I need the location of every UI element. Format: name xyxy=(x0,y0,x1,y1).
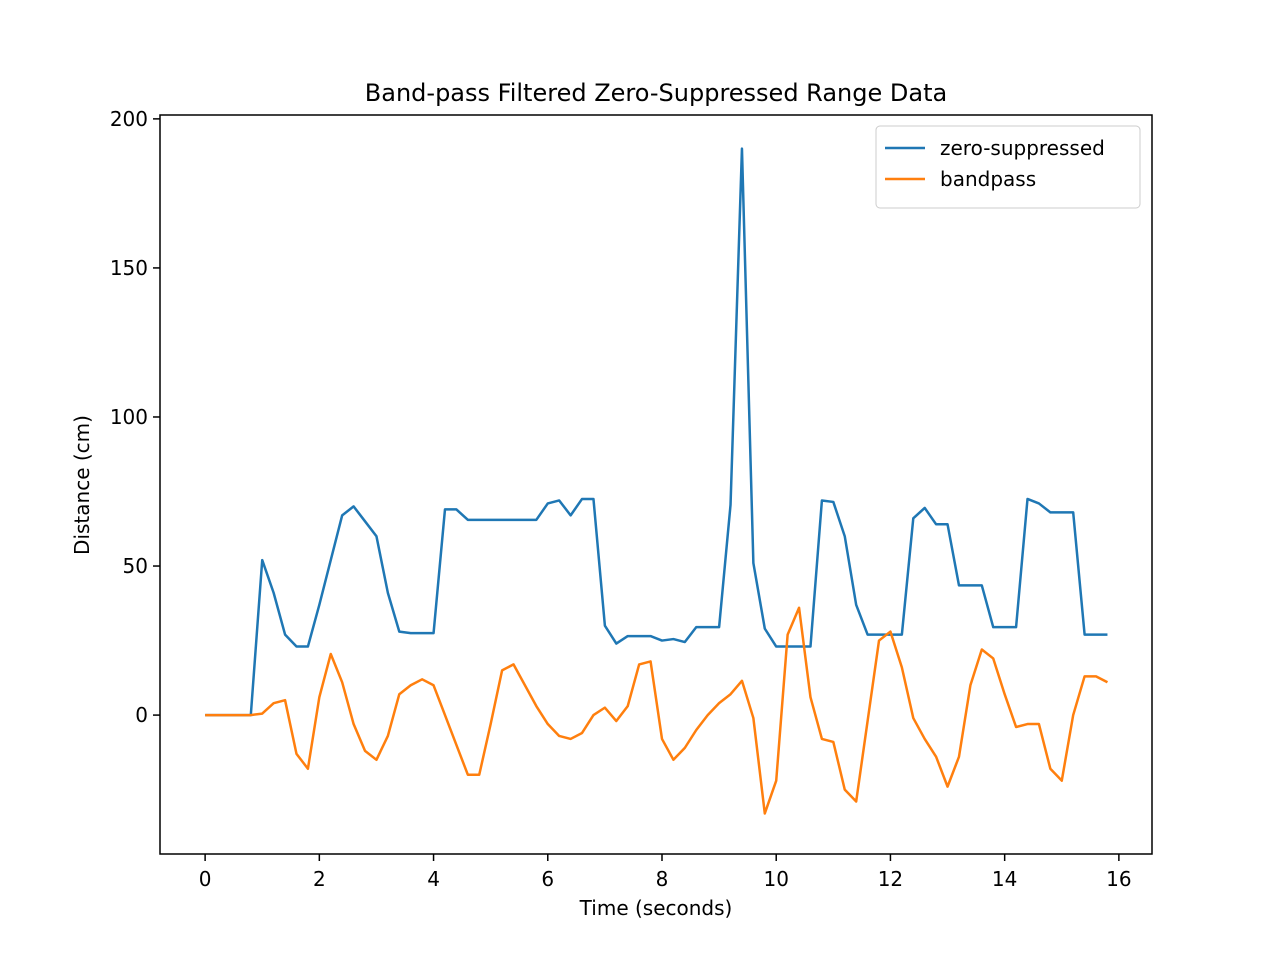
legend-label: zero-suppressed xyxy=(940,136,1105,160)
legend-box xyxy=(875,125,1141,209)
line-series xyxy=(205,147,1108,717)
x-tick-label: 12 xyxy=(878,867,903,891)
y-axis-label: Distance (cm) xyxy=(70,415,94,555)
x-tick-label: 16 xyxy=(1106,867,1131,891)
y-tick-label: 100 xyxy=(110,405,148,429)
plot-frame xyxy=(159,114,1153,855)
y-tick-label: 0 xyxy=(135,703,148,727)
x-tick-label: 10 xyxy=(763,867,788,891)
x-axis-label: Time (seconds) xyxy=(579,896,733,920)
line-series xyxy=(205,606,1109,815)
x-tick-label: 4 xyxy=(427,867,440,891)
y-tick-label: 50 xyxy=(123,554,148,578)
x-tick-label: 8 xyxy=(656,867,669,891)
x-tick-label: 0 xyxy=(199,867,212,891)
x-tick-label: 2 xyxy=(313,867,326,891)
x-tick-label: 6 xyxy=(541,867,554,891)
chart-title: Band-pass Filtered Zero-Suppressed Range… xyxy=(365,79,947,107)
y-tick-label: 150 xyxy=(110,256,148,280)
y-tick-label: 200 xyxy=(110,107,148,131)
x-tick-label: 14 xyxy=(992,867,1017,891)
legend-label: bandpass xyxy=(940,167,1036,191)
